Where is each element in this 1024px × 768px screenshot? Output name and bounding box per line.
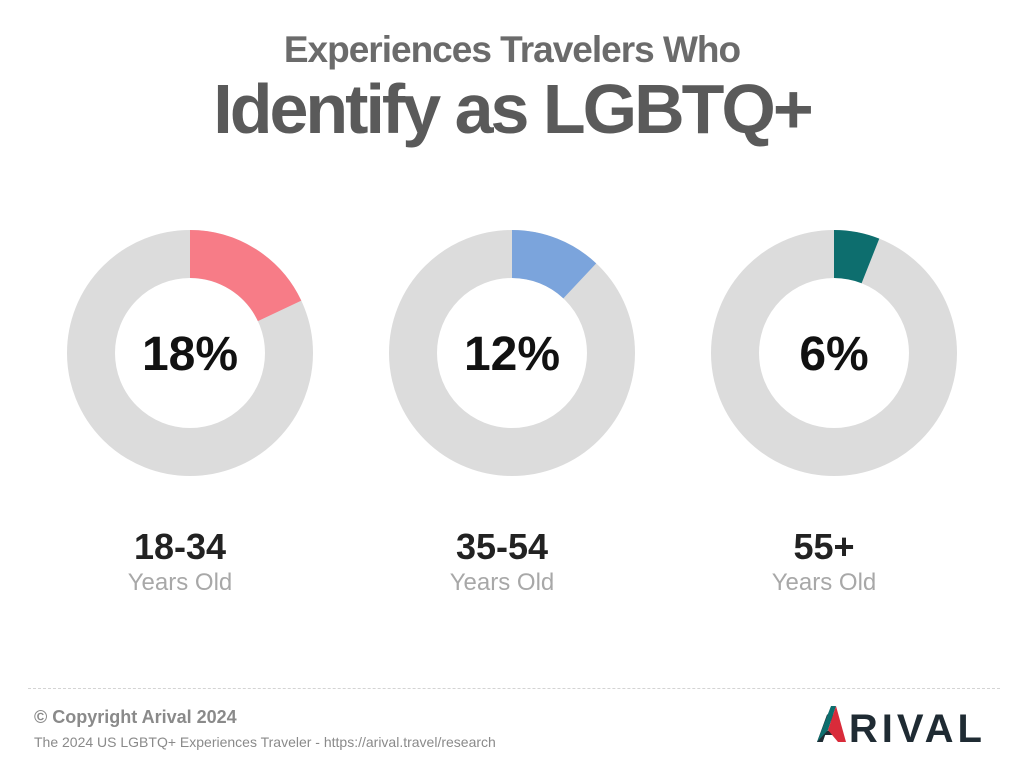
arival-logo: ARIVAL <box>816 706 986 750</box>
donut-segment-55+ <box>833 230 880 284</box>
donut-segment-18-34 <box>189 230 302 322</box>
age-group-label-18-34: 18-34 Years Old <box>60 527 300 597</box>
donut-value-label-35-54: 12% <box>464 328 560 381</box>
arival-logo-teal-mark <box>817 706 836 742</box>
donut-segment-35-54 <box>511 230 597 299</box>
age-range-text: 35-54 <box>455 526 549 567</box>
title-line-2: Identify as LGBTQ+ <box>213 70 814 148</box>
age-unit-text: Years Old <box>127 569 233 596</box>
arival-logo-wordmark: ARIVAL <box>816 707 986 750</box>
donut-charts: 18% 12% 6% <box>0 220 1024 490</box>
age-unit-text: Years Old <box>771 569 877 596</box>
age-range-text: 18-34 <box>133 526 227 567</box>
donut-charts-svg: 18% 12% 6% <box>67 230 957 476</box>
age-unit-text: Years Old <box>449 569 555 596</box>
copyright-text: © Copyright Arival 2024 <box>34 707 237 727</box>
footer-divider <box>28 688 1000 689</box>
title-line-1: Experiences Travelers Who <box>283 29 741 70</box>
age-range-text: 55+ <box>793 526 855 567</box>
source-text: The 2024 US LGBTQ+ Experiences Traveler … <box>34 734 496 750</box>
arival-logo-red-mark <box>828 706 846 742</box>
age-group-label-35-54: 35-54 Years Old <box>382 527 622 597</box>
chart-title: Experiences Travelers Who Identify as LG… <box>0 28 1024 148</box>
age-group-label-55+: 55+ Years Old <box>704 527 944 597</box>
donut-value-label-55+: 6% <box>799 328 868 381</box>
donut-value-label-18-34: 18% <box>142 328 238 381</box>
